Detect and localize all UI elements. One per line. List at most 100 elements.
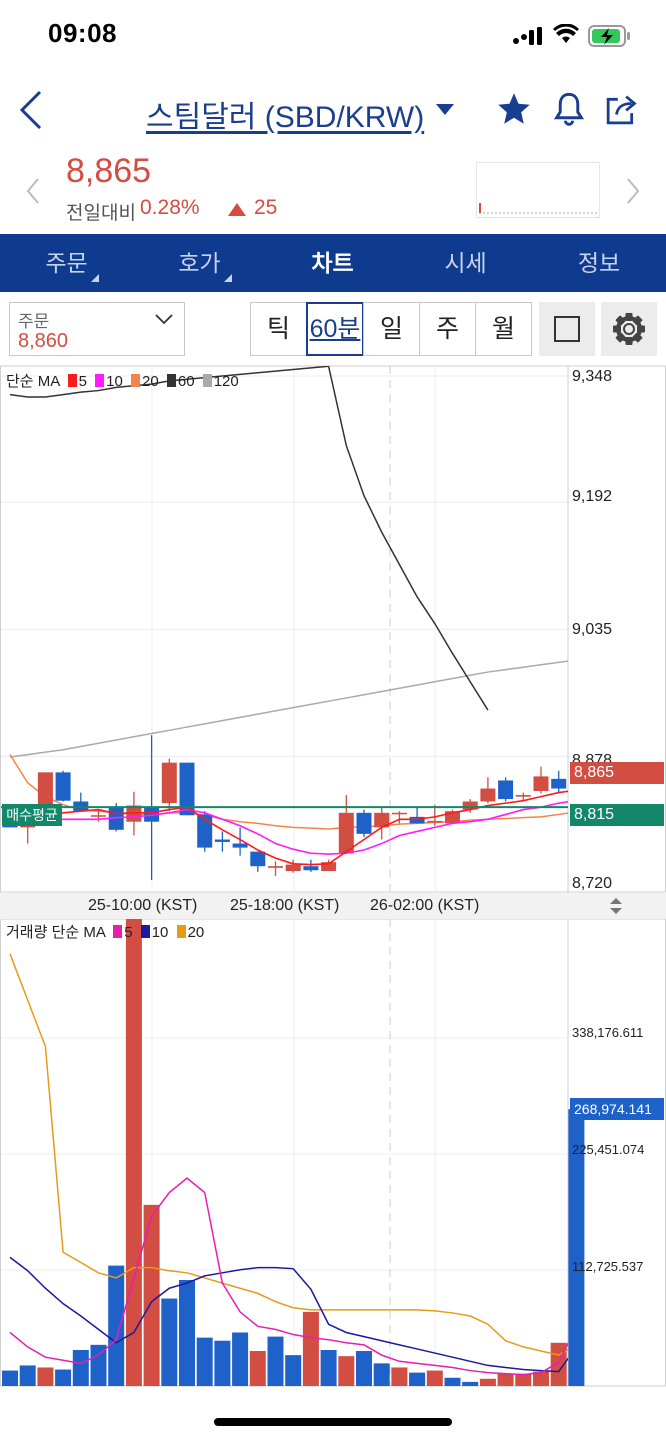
period-month[interactable]: 월 — [475, 302, 532, 356]
chart-settings-button[interactable] — [601, 302, 657, 356]
candle-body — [427, 820, 443, 823]
volume-bar — [143, 1204, 160, 1386]
volume-bar — [214, 1340, 231, 1386]
volume-bar — [161, 1298, 178, 1386]
tab-bar: 주문 호가 차트 시세 정보 — [0, 234, 666, 292]
candle-body — [144, 807, 160, 822]
volume-bar — [2, 1370, 18, 1386]
candle-body — [356, 812, 372, 834]
order-price-select[interactable]: 주문 8,860 — [9, 302, 185, 356]
tab-orderbook[interactable]: 호가 — [133, 234, 266, 292]
time-axis[interactable]: 25-10:00 (KST) 25-18:00 (KST) 26-02:00 (… — [0, 893, 666, 919]
home-indicator[interactable] — [214, 1418, 452, 1426]
y-tick-label: 9,348 — [572, 368, 613, 385]
volume-bar — [356, 1351, 372, 1386]
volume-bar — [320, 1349, 337, 1386]
chevron-down-icon — [155, 314, 173, 325]
previous-chevron-icon[interactable] — [24, 176, 42, 206]
average-buy-label: 매수평균 — [2, 804, 62, 826]
title-dropdown-caret-icon[interactable] — [436, 104, 454, 115]
legend-item: 60 — [177, 373, 195, 390]
legend-title: 단순 MA — [6, 373, 60, 390]
order-select-label: 주문 — [18, 312, 50, 331]
tab-market-price[interactable]: 시세 — [444, 250, 487, 276]
legend-item: 5 — [124, 924, 133, 941]
volume-bar — [125, 919, 142, 1386]
change-percent: 0.28% — [140, 196, 200, 219]
volume-bar — [515, 1373, 532, 1386]
share-icon[interactable] — [604, 92, 640, 126]
change-label: 전일대비 — [66, 203, 136, 224]
volume-y-tick-label: 112,725.537 — [572, 1259, 644, 1274]
volume-bar — [285, 1355, 302, 1386]
volume-y-tick-label: 225,451.074 — [572, 1142, 645, 1157]
resize-handle-icon[interactable] — [608, 897, 624, 915]
legend-item: 20 — [142, 373, 159, 390]
average-buy-price-tag: 8,815 — [570, 804, 664, 826]
candle-body — [409, 816, 425, 824]
candle-body — [55, 772, 71, 801]
current-volume-tag: 268,974.141 — [570, 1098, 664, 1120]
legend-swatch — [176, 925, 186, 938]
legend-item: 120 — [213, 373, 239, 390]
candle-body — [37, 772, 53, 806]
square-icon — [554, 316, 580, 342]
volume-chart-frame — [0, 918, 666, 1387]
price-ma-legend: 단순 MA 5 10 20 60 120 — [6, 370, 239, 391]
favorite-star-icon[interactable] — [496, 91, 532, 127]
x-tick-label: 25-18:00 (KST) — [230, 897, 340, 914]
volume-bar — [108, 1265, 125, 1386]
tab-order[interactable]: 주문 — [0, 234, 133, 292]
chart-type-button[interactable] — [539, 302, 595, 356]
market-title[interactable]: 스팀달러 (SBD/KRW) — [146, 101, 425, 134]
y-tick-label: 8,720 — [572, 875, 613, 892]
volume-bar — [479, 1378, 496, 1386]
wifi-icon — [553, 24, 579, 43]
period-day[interactable]: 일 — [363, 302, 420, 356]
legend-swatch — [166, 374, 176, 387]
volume-bar — [373, 1363, 390, 1386]
legend-item: 20 — [187, 924, 205, 941]
ma5-line — [9, 790, 568, 866]
candle-body — [285, 864, 301, 872]
candle-body — [498, 780, 514, 800]
volume-bar — [426, 1370, 443, 1386]
candle-body — [462, 801, 478, 810]
next-chevron-icon[interactable] — [624, 176, 642, 206]
volume-bar — [249, 1351, 266, 1386]
candle-body — [338, 812, 354, 854]
volume-bar — [267, 1336, 284, 1386]
legend-swatch — [202, 374, 212, 387]
ma60-line — [9, 366, 489, 711]
volume-bar — [72, 1349, 89, 1386]
cellular-signal-icon — [513, 27, 542, 45]
volume-bar — [568, 1109, 585, 1386]
volume-bar — [179, 1280, 195, 1386]
volume-ma20-line — [9, 953, 568, 1356]
period-week[interactable]: 주 — [419, 302, 476, 356]
candle-body — [232, 843, 248, 848]
volume-bar — [409, 1372, 426, 1386]
volume-ma10-line — [9, 1256, 568, 1373]
x-tick-label: 25-10:00 (KST) — [88, 897, 198, 914]
change-amount: 25 — [254, 196, 278, 219]
volume-bar — [196, 1337, 213, 1386]
current-price: 8,865 — [66, 152, 152, 190]
status-time: 09:08 — [48, 18, 117, 48]
candle-body — [214, 839, 230, 842]
up-triangle-icon — [228, 203, 246, 216]
notification-bell-icon[interactable] — [551, 90, 587, 128]
candle-body — [569, 791, 584, 793]
battery-charging-icon — [588, 25, 630, 47]
legend-item: 5 — [78, 373, 87, 390]
ma10-line — [10, 801, 568, 855]
candle-body — [480, 788, 496, 802]
volume-ma-legend: 거래량 단순 MA 5 10 20 — [6, 921, 204, 942]
legend-swatch — [131, 374, 140, 387]
back-chevron-icon[interactable] — [12, 88, 52, 132]
tab-info[interactable]: 정보 — [577, 250, 621, 276]
tab-chart[interactable]: 차트 — [311, 250, 354, 276]
period-tick[interactable]: 틱 — [250, 302, 307, 356]
volume-bar — [90, 1344, 107, 1386]
